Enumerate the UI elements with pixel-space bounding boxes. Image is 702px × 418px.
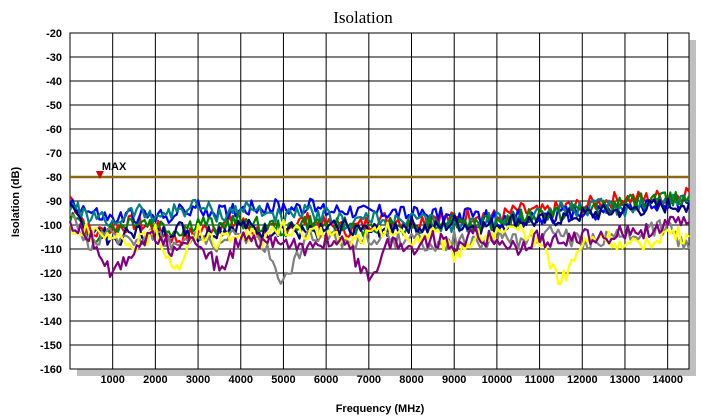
x-tick-label: 3000 [186, 374, 210, 386]
y-tick-label: -90 [46, 196, 62, 208]
series-line [69, 213, 691, 285]
y-tick-label: -50 [46, 100, 62, 112]
x-tick-labels: 1000 2000 3000 4000 5000 6000 7000 8000 9000 1000… [100, 374, 683, 386]
y-tick-labels: -20 -30 -40 -50 -60 -70 -80 -90 -100 -110 -120 -130… [40, 28, 62, 376]
series-group [68, 186, 691, 286]
x-tick-label: 5000 [271, 374, 295, 386]
x-tick-label: 11000 [525, 374, 555, 386]
x-tick-label: 6000 [314, 374, 338, 386]
y-tick-label: -70 [46, 148, 62, 160]
x-tick-label: 4000 [229, 374, 253, 386]
y-tick-label: -80 [46, 172, 62, 184]
series-line [68, 215, 690, 283]
y-tick-label: -30 [46, 52, 62, 64]
y-tick-label: -140 [40, 316, 62, 328]
y-tick-label: -150 [40, 340, 62, 352]
y-tick-label: -110 [41, 244, 62, 256]
limit-line-group: MAX [70, 161, 689, 179]
x-tick-label: 1000 [100, 374, 124, 386]
x-tick-label: 2000 [143, 374, 167, 386]
max-marker-label: MAX [102, 161, 127, 173]
y-tick-label: -60 [46, 124, 62, 136]
y-tick-label: -120 [40, 268, 62, 280]
x-tick-label: 13000 [610, 374, 641, 386]
y-tick-label: -20 [46, 28, 62, 40]
x-tick-label: 12000 [567, 374, 598, 386]
x-axis-label: Frequency (MHz) [336, 403, 425, 415]
x-tick-label: 7000 [357, 374, 381, 386]
series-line [68, 219, 690, 286]
y-axis-label: Isolation (dB) [10, 167, 22, 238]
x-tick-label: 8000 [399, 374, 423, 386]
y-tick-label: -130 [40, 292, 62, 304]
y-tick-label: -100 [40, 220, 62, 232]
chart-title: Isolation [333, 8, 393, 27]
y-tick-label: -160 [40, 364, 62, 376]
x-tick-label: 9000 [442, 374, 466, 386]
y-tick-label: -40 [46, 76, 62, 88]
x-tick-label: 10000 [482, 374, 513, 386]
series-line [69, 197, 691, 246]
max-marker [95, 171, 104, 179]
x-tick-label: 14000 [652, 374, 683, 386]
